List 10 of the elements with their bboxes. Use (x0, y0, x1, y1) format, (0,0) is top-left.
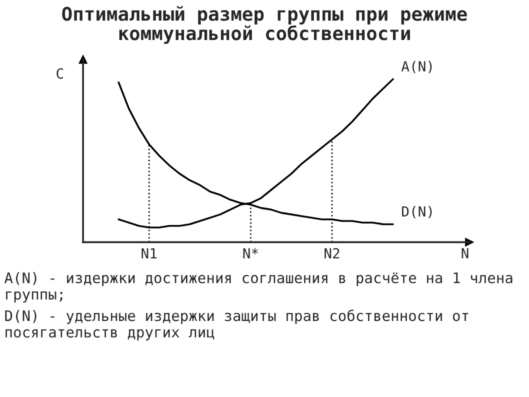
text: A(N) - издержки достижения соглашения в расчёте на 1 члена группы; (4, 272, 512, 303)
series-label: D(N) (402, 206, 432, 218)
x-axis-title: N (462, 248, 468, 258)
series-label: A(N) (401, 60, 432, 74)
x-tick-label: N1 (142, 248, 157, 258)
text: D(N) - удельные издержки защиты прав собственности от посягательств других лиц (5, 310, 468, 340)
chart-title: Оптимальный размер группы при режиме коммунальной собственности (62, 6, 467, 44)
y-axis-title: C (56, 68, 63, 79)
x-tick-label: N* (243, 248, 258, 258)
x-tick-label: N2 (324, 248, 340, 258)
